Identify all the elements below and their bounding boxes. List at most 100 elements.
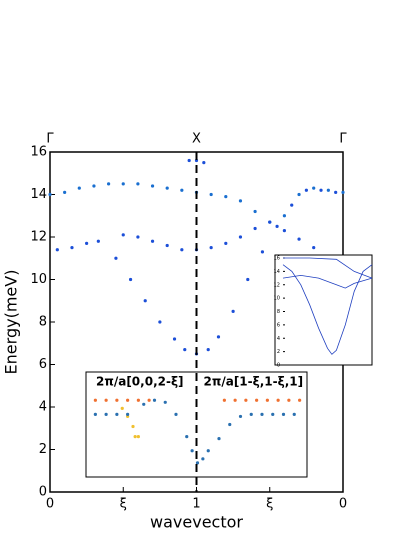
- data-point: [281, 412, 286, 417]
- data-point: [183, 348, 187, 352]
- data-point: [115, 398, 119, 402]
- data-point: [133, 435, 137, 439]
- data-point: [202, 161, 206, 165]
- data-point: [206, 348, 210, 352]
- data-point: [143, 299, 147, 303]
- x-tick-label: 0: [46, 497, 54, 512]
- y-tick-label: 10: [274, 296, 280, 302]
- data-point: [201, 457, 205, 461]
- data-point: [126, 398, 130, 402]
- y-tick-label: 14: [274, 269, 280, 275]
- data-point: [147, 398, 151, 402]
- y-tick-label: 2: [277, 349, 280, 355]
- x-tick-label: ξ: [120, 497, 127, 512]
- data-point: [290, 203, 294, 207]
- data-point: [282, 214, 286, 218]
- y-tick-label: 6: [277, 322, 280, 328]
- top-tick-label: Γ: [339, 132, 347, 147]
- data-point: [297, 192, 301, 197]
- data-point: [238, 414, 243, 419]
- y-tick-label: 6: [39, 357, 47, 372]
- data-point: [136, 435, 140, 439]
- data-point: [341, 190, 345, 194]
- y-tick-label: 8: [39, 315, 47, 330]
- dispersion-line: [282, 274, 373, 289]
- y-tick-label: 16: [30, 145, 47, 160]
- y-tick-label: 0: [277, 363, 280, 369]
- data-point: [165, 186, 169, 190]
- data-point: [85, 241, 89, 245]
- data-point: [150, 239, 155, 243]
- dispersion-line: [282, 264, 373, 355]
- y-axis-label: Energy(meV): [2, 270, 21, 375]
- data-point: [260, 412, 264, 417]
- y-tick-label: 14: [30, 187, 47, 202]
- data-point: [96, 239, 100, 243]
- dispersion-line: [283, 257, 373, 279]
- data-point: [206, 449, 210, 453]
- data-point: [128, 277, 133, 282]
- y-tick-label: 2: [39, 442, 47, 457]
- x-tick-label: 1: [192, 497, 200, 512]
- y-tick-label: 4: [39, 400, 47, 415]
- data-point: [104, 398, 108, 402]
- data-point: [104, 412, 108, 417]
- data-point: [209, 246, 213, 250]
- data-point: [114, 256, 118, 260]
- data-point: [233, 398, 237, 402]
- data-point: [77, 186, 81, 190]
- data-point: [187, 158, 191, 163]
- y-tick-label: 16: [274, 256, 280, 262]
- data-point: [268, 220, 272, 224]
- data-point: [253, 209, 257, 214]
- data-point: [244, 398, 248, 402]
- data-point: [142, 402, 146, 406]
- data-point: [93, 398, 97, 402]
- annotation: 2π/a[1-ξ,1-ξ,1]: [204, 375, 304, 389]
- data-point: [131, 424, 135, 429]
- y-tick-label: 12: [30, 230, 47, 245]
- data-point: [120, 406, 124, 410]
- data-point: [298, 398, 302, 402]
- data-point: [216, 335, 221, 339]
- data-point: [165, 243, 169, 248]
- data-point: [163, 400, 167, 404]
- data-point: [136, 398, 140, 402]
- top-tick-label: Γ: [46, 132, 54, 147]
- data-point: [195, 461, 200, 465]
- data-point: [312, 186, 316, 190]
- data-point: [276, 398, 280, 402]
- data-point: [334, 190, 338, 194]
- data-point: [319, 188, 323, 192]
- data-point: [255, 398, 259, 402]
- data-point: [209, 192, 213, 197]
- data-point: [70, 246, 74, 250]
- x-tick-label: 0: [339, 497, 347, 512]
- data-point: [136, 235, 140, 239]
- data-point: [238, 235, 243, 239]
- data-point: [297, 237, 301, 241]
- data-point: [246, 277, 250, 282]
- data-point: [217, 437, 221, 441]
- data-point: [190, 449, 194, 453]
- data-point: [107, 182, 111, 186]
- data-point: [180, 188, 184, 192]
- data-point: [260, 250, 265, 254]
- data-point: [224, 241, 228, 245]
- data-point: [150, 184, 155, 188]
- y-tick-label: 10: [30, 272, 47, 287]
- data-point: [275, 224, 279, 228]
- data-point: [158, 320, 162, 324]
- data-point: [249, 412, 253, 417]
- data-point: [172, 337, 177, 341]
- data-point: [265, 398, 269, 402]
- data-point: [152, 398, 157, 402]
- top-tick-label: X: [192, 132, 201, 147]
- data-point: [121, 233, 125, 237]
- data-point: [253, 226, 257, 231]
- x-axis-label: wavevector: [150, 513, 243, 532]
- data-point: [222, 398, 226, 402]
- data-point: [48, 192, 52, 197]
- data-point: [55, 248, 59, 252]
